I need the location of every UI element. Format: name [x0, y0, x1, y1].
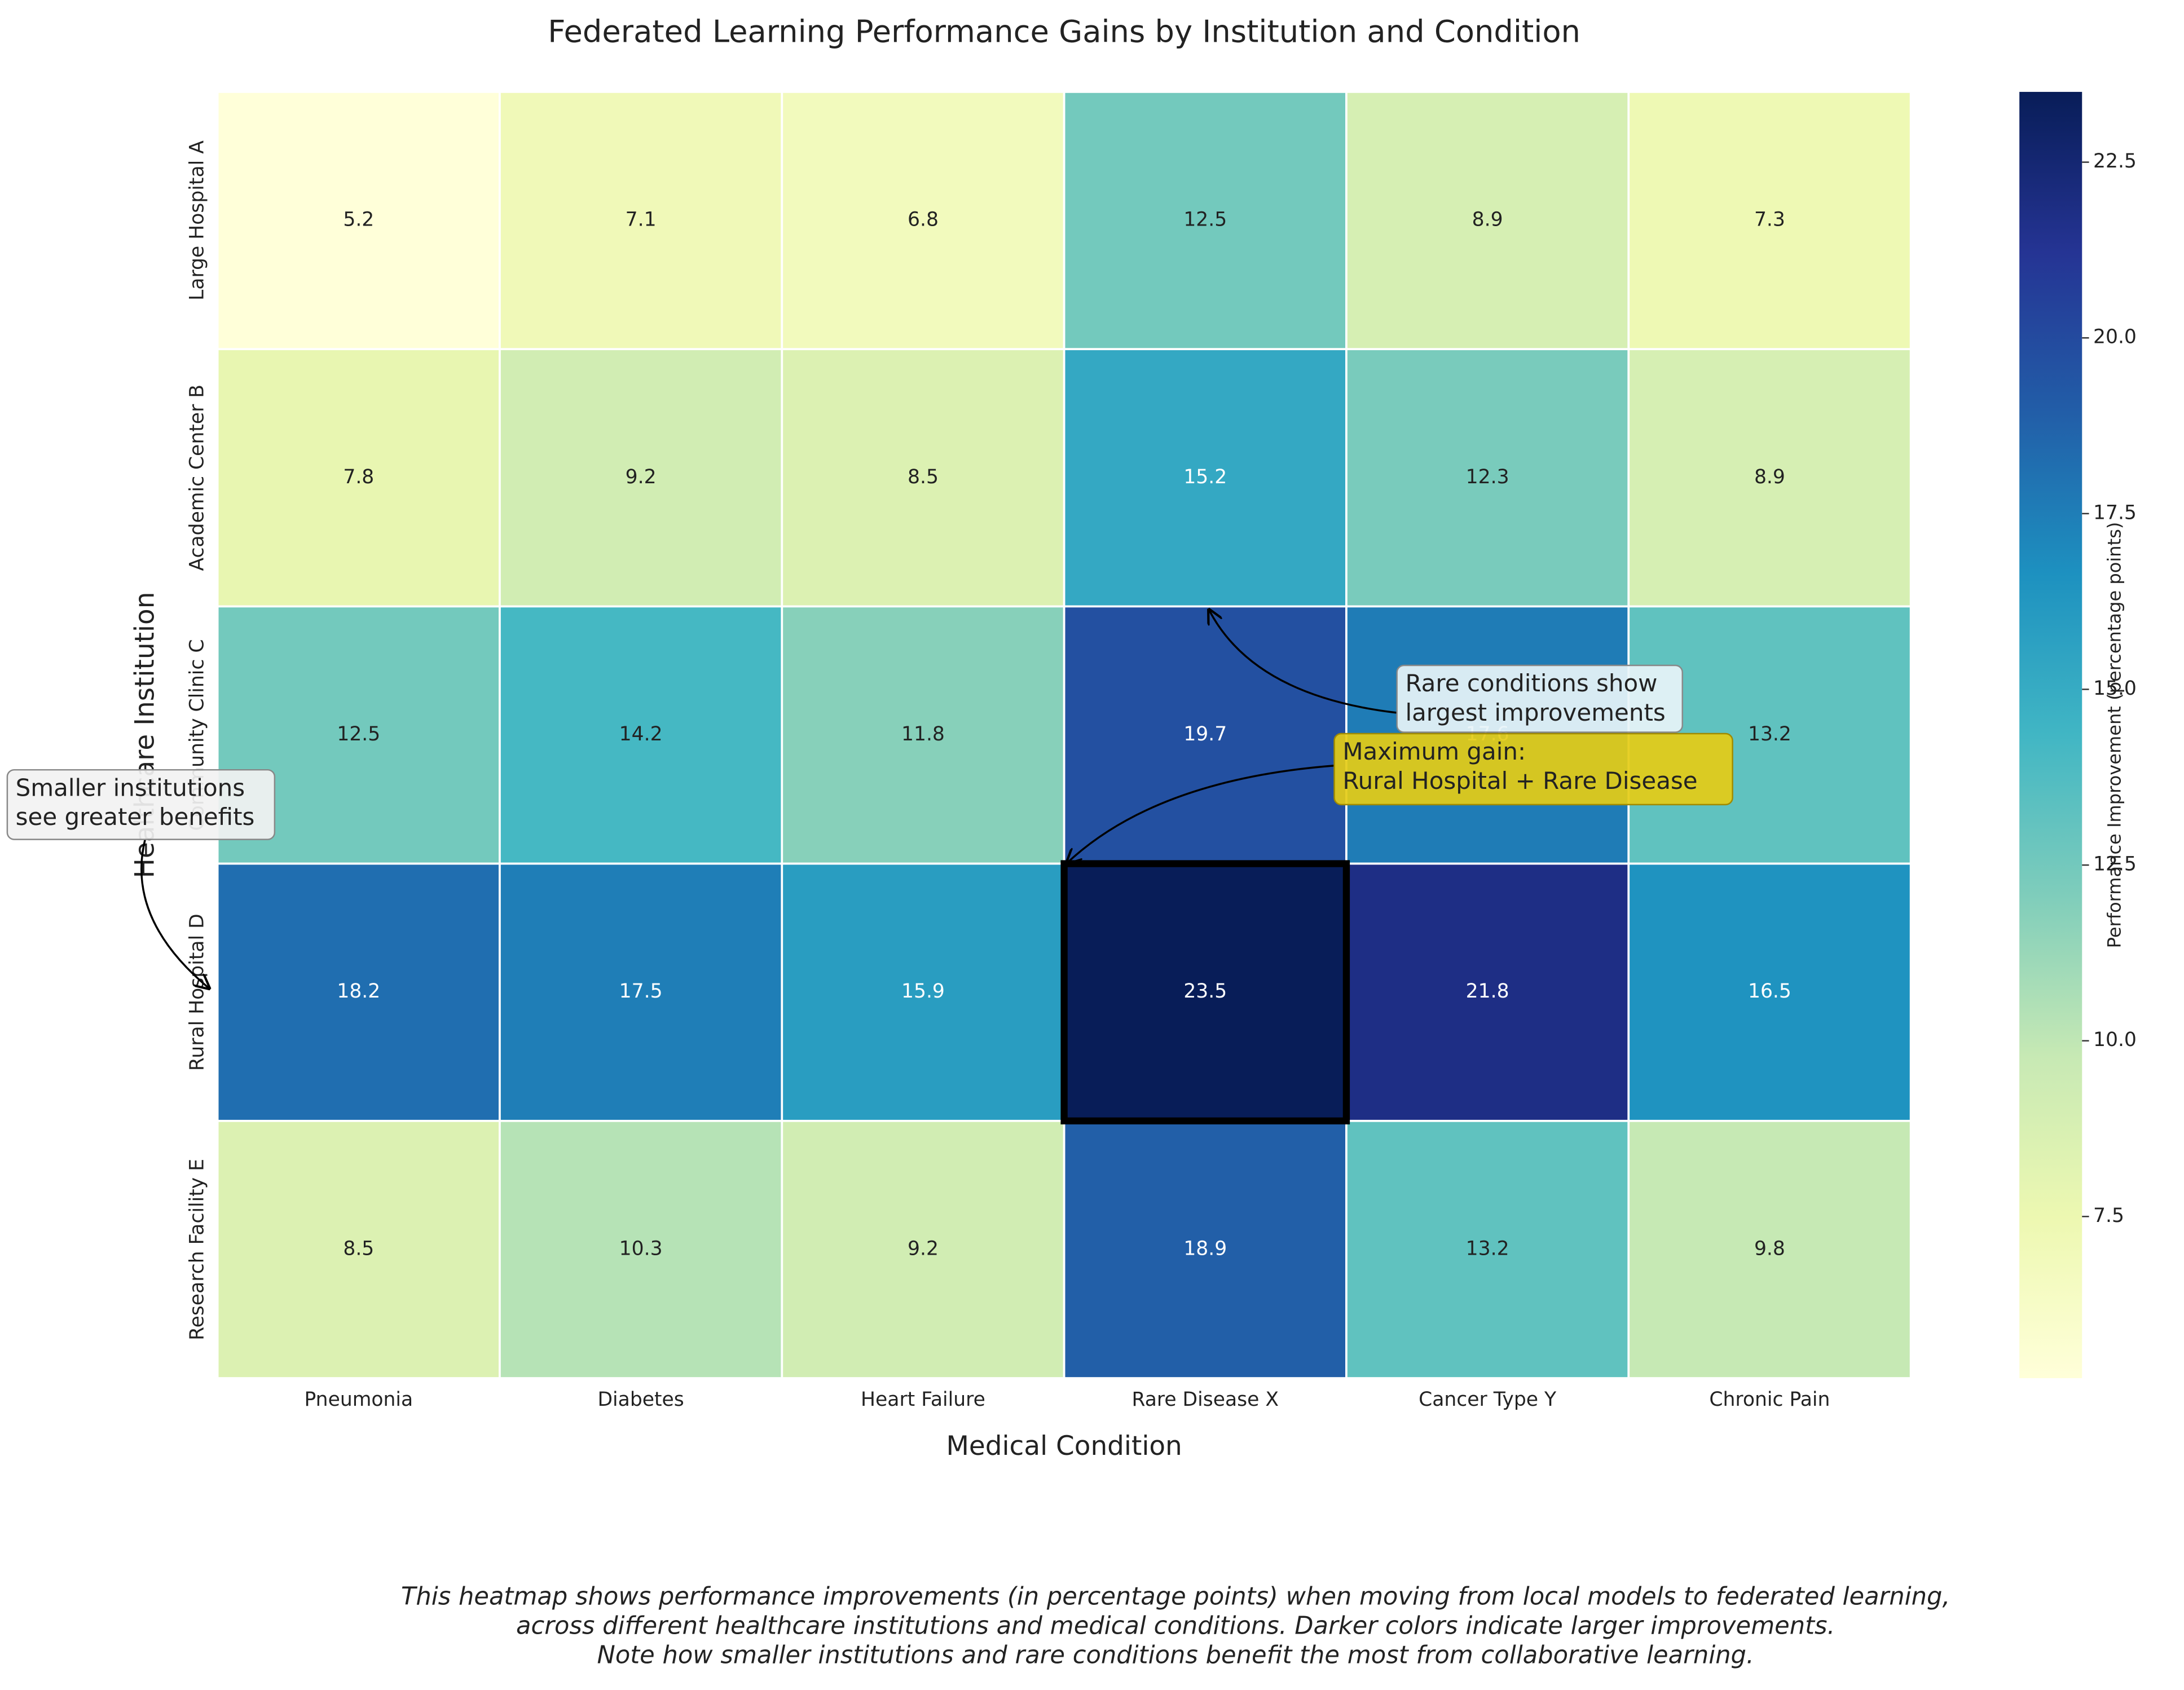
x-tick-label: Rare Disease X — [1131, 1388, 1279, 1411]
x-tick-label: Chronic Pain — [1709, 1388, 1830, 1411]
heatmap-cell — [499, 605, 783, 865]
heatmap-cell — [499, 862, 783, 1122]
heatmap-cell — [1627, 862, 1912, 1122]
cell-value-label: 10.3 — [619, 1237, 663, 1260]
caption: Note how smaller institutions and rare c… — [597, 1641, 1754, 1669]
x-axis-label: Medical Condition — [946, 1431, 1182, 1462]
y-tick-label: Research Facility E — [186, 1159, 209, 1340]
cell-value-label: 8.9 — [1754, 466, 1785, 488]
heatmap-cell — [1063, 91, 1348, 351]
cell-value-label: 19.7 — [1183, 723, 1227, 745]
colorbar-tick-label: 15.0 — [2093, 677, 2137, 700]
colorbar-tick-label: 10.0 — [2093, 1029, 2137, 1051]
heatmap-cell — [216, 91, 501, 351]
chart-title: Federated Learning Performance Gains by … — [548, 14, 1580, 49]
x-tick-label: Diabetes — [597, 1388, 684, 1411]
annotation-box — [6, 769, 276, 840]
annotation-arrow — [140, 839, 209, 989]
cell-value-label: 7.3 — [1754, 209, 1785, 231]
heatmap-cell — [781, 348, 1065, 608]
cell-value-label: 5.2 — [343, 209, 374, 231]
heatmap-cell — [1063, 1119, 1348, 1379]
annotation-arrow — [1209, 610, 1397, 714]
heatmap-cell — [781, 862, 1065, 1122]
x-tick-label: Heart Failure — [861, 1388, 985, 1411]
cell-value-label: 12.5 — [337, 723, 380, 745]
cell-value-label: 11.8 — [901, 723, 945, 745]
cell-value-label: 23.5 — [1183, 980, 1227, 1003]
x-tick-label: Cancer Type Y — [1419, 1388, 1557, 1411]
heatmap-cell — [1345, 1119, 1630, 1379]
cell-value-label: 12.5 — [1183, 209, 1227, 231]
heatmap-cell — [1063, 605, 1348, 865]
heatmap-cell — [499, 1119, 783, 1379]
x-tick-label: Pneumonia — [304, 1388, 413, 1411]
colorbar-tick-label: 17.5 — [2093, 501, 2137, 524]
annotation-arrow — [1067, 765, 1335, 863]
annotation-text: Maximum gain: — [1342, 738, 1526, 765]
cell-value-label: 12.3 — [1466, 466, 1509, 488]
heatmap-cell — [1627, 348, 1912, 608]
caption: across different healthcare institutions… — [516, 1612, 1835, 1640]
cell-value-label: 9.2 — [908, 1237, 939, 1260]
caption: This heatmap shows performance improveme… — [401, 1583, 1950, 1611]
cell-value-label: 18.2 — [337, 980, 380, 1003]
annotation-box — [1396, 664, 1683, 733]
colorbar — [2019, 91, 2082, 1379]
heatmap-cell — [1627, 1119, 1912, 1379]
cell-value-label: 9.8 — [1754, 1237, 1785, 1260]
cell-value-label: 9.2 — [626, 466, 657, 488]
heatmap-cell — [781, 91, 1065, 351]
y-tick-label: Large Hospital A — [186, 140, 209, 301]
heatmap-cell — [1063, 348, 1348, 608]
cell-value-label: 18.9 — [1183, 1237, 1227, 1260]
colorbar-label: Performance Improvement (percentage poin… — [2103, 522, 2125, 948]
cell-value-label: 15.9 — [901, 980, 945, 1003]
highlight-box — [1060, 860, 1350, 1124]
colorbar-tick-label: 20.0 — [2093, 326, 2137, 348]
cell-value-label: 8.5 — [908, 466, 939, 488]
heatmap-cell — [499, 91, 783, 351]
cell-value-label: 13.2 — [1466, 1237, 1509, 1260]
cell-value-label: 13.2 — [1748, 723, 1791, 745]
heatmap-cell — [781, 1119, 1065, 1379]
colorbar-tick-label: 12.5 — [2093, 853, 2137, 876]
cell-value-label: 7.8 — [343, 466, 374, 488]
heatmap-cell — [499, 348, 783, 608]
cell-value-label: 6.8 — [908, 209, 939, 231]
annotation-text: Rural Hospital + Rare Disease — [1342, 767, 1697, 795]
annotation-box — [1333, 733, 1733, 806]
cell-value-label: 8.9 — [1472, 209, 1503, 231]
cell-value-label: 15.2 — [1183, 466, 1227, 488]
heatmap-cell — [781, 605, 1065, 865]
cell-value-label: 14.2 — [619, 723, 663, 745]
heatmap-cell — [1345, 862, 1630, 1122]
cell-value-label: 7.1 — [626, 209, 657, 231]
cell-value-label: 8.5 — [343, 1237, 374, 1260]
heatmap-cell — [216, 348, 501, 608]
colorbar-tick-label: 7.5 — [2093, 1204, 2124, 1227]
cell-value-label: 16.5 — [1748, 980, 1791, 1003]
y-tick-label: Academic Center B — [186, 385, 209, 571]
annotation-text: largest improvements — [1405, 699, 1665, 726]
heatmap-cell — [216, 1119, 501, 1379]
y-tick-label: Rural Hospital D — [186, 914, 209, 1071]
annotation-text: see greater benefits — [16, 803, 255, 831]
cell-value-label: 21.8 — [1466, 980, 1509, 1003]
colorbar-tick-label: 22.5 — [2093, 150, 2137, 173]
heatmap-cell — [1627, 605, 1912, 865]
annotation-text: Rare conditions show — [1405, 669, 1657, 697]
annotation-text: Smaller institutions — [16, 774, 245, 801]
cell-value-label: 17.5 — [619, 980, 663, 1003]
